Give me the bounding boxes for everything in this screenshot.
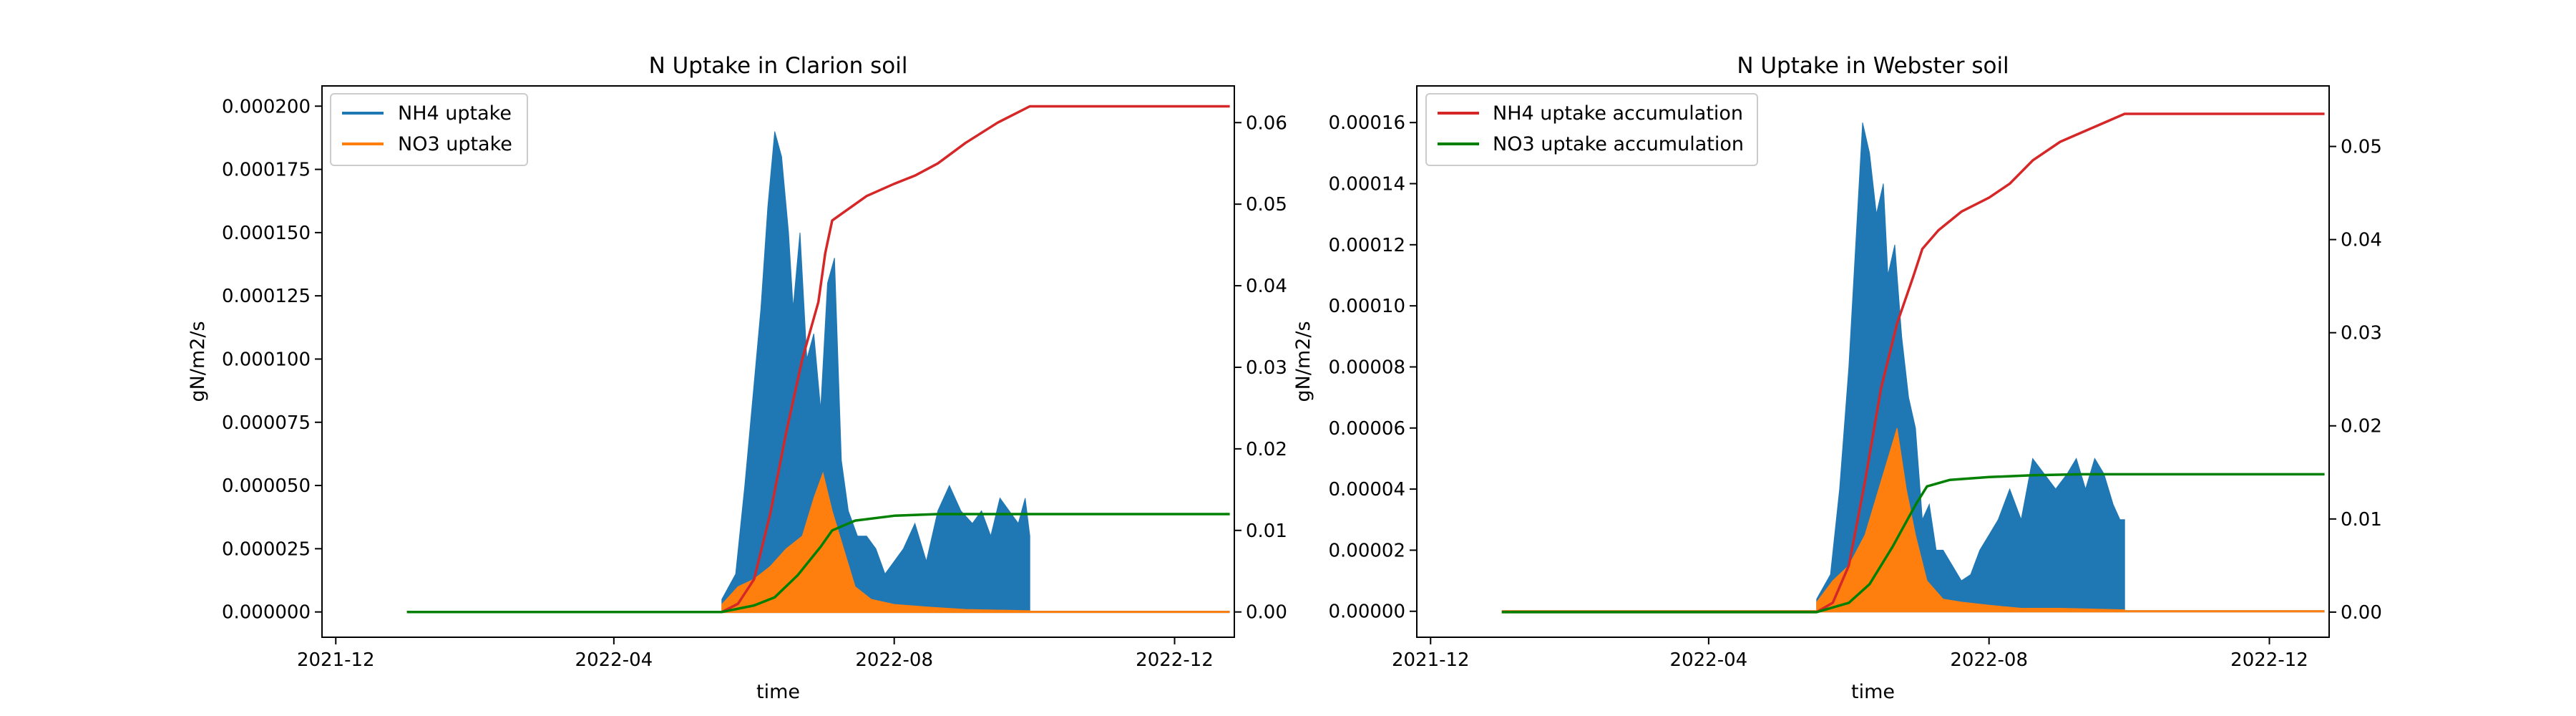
plot-frame [321,85,1235,638]
y-tick-label: 0.00014 [1328,174,1405,195]
y-tick-label: 0.00002 [1328,540,1405,561]
plot-frame [1416,85,2330,638]
legend-box [1425,93,1758,166]
y-axis-label: gN/m2/s [187,321,209,402]
y-tick-label: 0.000100 [222,349,311,370]
legend: NH4 uptake NO3 uptake [330,93,528,166]
y-tick-label: 0.000000 [222,602,311,624]
x-axis-label: time [1851,681,1895,703]
legend: NH4 uptake accumulation NO3 uptake accum… [1425,93,1758,166]
x-tick-label: 2022-04 [1670,649,1748,671]
y-tick-label: 0.00012 [1328,235,1405,256]
legend-label-nh4-uptake: NH4 uptake [398,102,512,125]
y-tick-label: 0.000150 [222,223,311,244]
y2-tick-label: 0.03 [1246,357,1287,379]
x-tick-label: 2021-12 [297,649,375,671]
y2-tick-label: 0.00 [2341,602,2382,624]
y-tick-label: 0.00016 [1328,112,1405,134]
y2-tick-label: 0.02 [2341,416,2382,437]
legend-label-no3-accumulation: NO3 uptake accumulation [1493,133,1744,155]
x-tick-label: 2022-08 [855,649,933,671]
x-tick-label: 2021-12 [1392,649,1470,671]
y-axis-label: gN/m2/s [1292,321,1314,402]
series-no3-uptake-accumulation [1501,473,2325,614]
y2-tick-label: 0.01 [1246,521,1287,542]
chart-webster: 2021-12 2022-04 2022-08 2022-120.000000.000… [1292,53,2382,703]
x-tick-label: 2022-08 [1950,649,2028,671]
y2-tick-label: 0.04 [2341,230,2382,251]
y-tick-label: 0.00000 [1328,601,1405,623]
axis-ticks: 2021-12 2022-04 2022-08 2022-120.000000.000… [1328,112,2381,671]
y-tick-label: 0.000025 [222,538,311,560]
legend-label-no3-uptake: NO3 uptake [398,133,512,155]
y-tick-label: 0.000200 [222,96,311,117]
chart-title: N Uptake in Webster soil [1737,53,2009,79]
y-tick-label: 0.000050 [222,475,311,497]
y2-tick-label: 0.01 [2341,509,2382,531]
accumulation-lines [1501,112,2325,614]
y-tick-label: 0.00006 [1328,418,1405,440]
legend-label-nh4-accumulation: NH4 uptake accumulation [1493,102,1743,125]
axis-ticks: 2021-12 2022-04 2022-08 2022-12 0.000000 0.00… [222,96,1287,671]
series-nh4-uptake-accumulation [1501,112,2325,614]
accumulation-lines [406,105,1230,614]
y2-tick-label: 0.04 [1246,276,1287,297]
y2-tick-label: 0.06 [1246,112,1287,134]
y2-tick-label: 0.05 [1246,194,1287,216]
y-tick-label: 0.00004 [1328,479,1405,500]
y-tick-label: 0.000175 [222,160,311,181]
series-nh4-uptake-accumulation [406,105,1230,614]
y-tick-label: 0.000075 [222,412,311,434]
y2-tick-label: 0.00 [1246,602,1287,624]
x-tick-label: 2022-04 [575,649,653,671]
y-tick-label: 0.000125 [222,286,311,307]
y2-tick-label: 0.05 [2341,137,2382,158]
x-axis-label: time [756,681,800,703]
x-tick-label: 2022-12 [1136,649,1214,671]
y-tick-label: 0.00008 [1328,357,1405,378]
y-tick-label: 0.00010 [1328,296,1405,317]
series-nh4-uptake [721,131,1030,613]
chart-title: N Uptake in Clarion soil [649,53,908,79]
x-tick-label: 2022-12 [2230,649,2308,671]
y2-tick-label: 0.02 [1246,439,1287,460]
series-no3-uptake-accumulation [406,513,1230,614]
y2-tick-label: 0.03 [2341,323,2382,344]
chart-clarion: 2021-12 2022-04 2022-08 2022-12 0.000000 0.00… [187,53,1287,703]
